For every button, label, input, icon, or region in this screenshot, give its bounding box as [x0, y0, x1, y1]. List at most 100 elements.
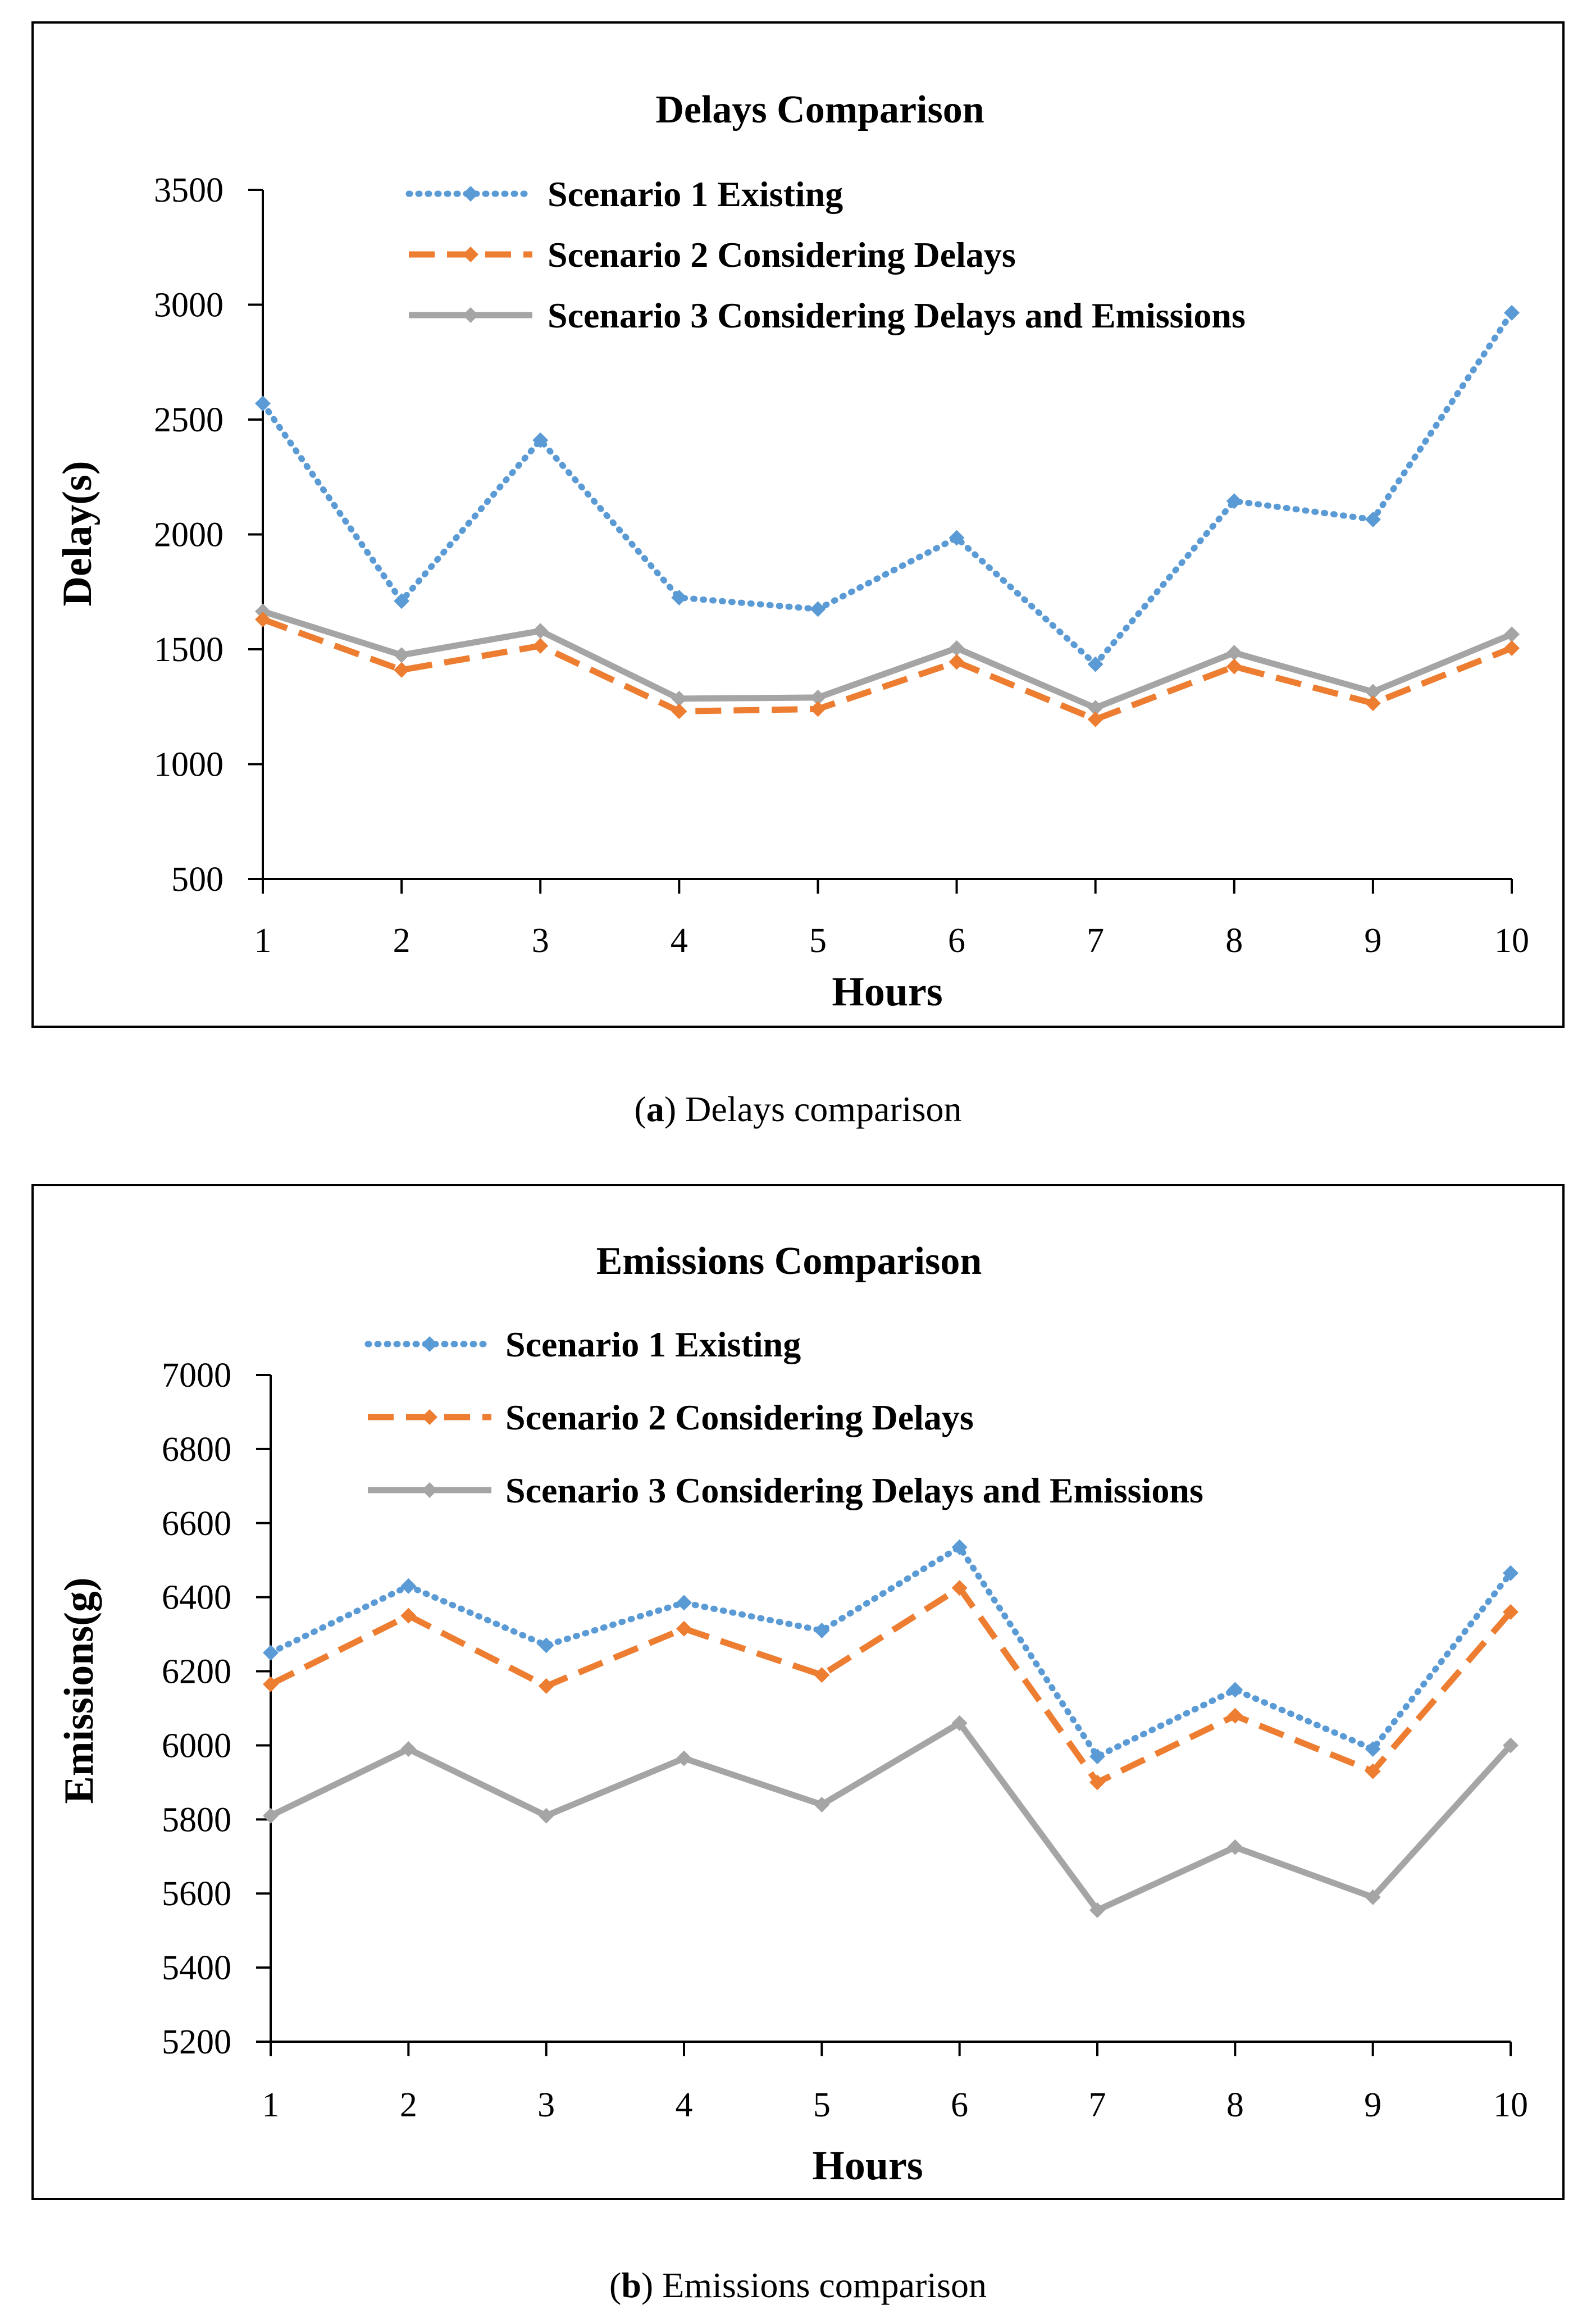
chart-b-series-2-point	[951, 1580, 968, 1596]
chart-a-series-1-point	[394, 593, 410, 609]
chart-a-y-tick-label: 2000	[154, 516, 224, 554]
chart-a-x-tick-label: 4	[671, 922, 688, 960]
chart-a-series-1-point	[810, 601, 826, 617]
chart-a-legend-label-2: Scenario 2 Considering Delays	[548, 235, 1016, 275]
chart-b-xlabel: Hours	[812, 2143, 923, 2189]
chart-b-series-3-point	[814, 1796, 830, 1812]
chart-b-y-tick-label: 6000	[162, 1727, 231, 1765]
chart-a-x-tick-label: 3	[532, 922, 549, 960]
chart-b-y-tick-label: 5600	[162, 1875, 231, 1913]
chart-b-plot: 5200 5400 5600 5800 6000 6200 6400 6600 6800 7000…	[162, 1356, 1528, 2124]
chart-a-y-tick-label: 1500	[154, 631, 224, 669]
chart-a-series-2-point	[810, 701, 826, 717]
chart-b-y-tick-label: 5800	[162, 1801, 231, 1839]
chart-a-title: Delays Comparison	[655, 88, 984, 131]
chart-b-x-tick-label: 1	[262, 2086, 280, 2124]
chart-a-legend-label-3: Scenario 3 Considering Delays and Emissi…	[548, 295, 1246, 335]
chart-b-series-2-line	[269, 1584, 1513, 1786]
chart-a-y-tick-label: 3000	[154, 286, 224, 325]
chart-a-series-3-point	[1087, 700, 1103, 716]
chart-a-ylabel: Delay(s)	[54, 461, 101, 607]
chart-a-series-1-point	[532, 432, 549, 448]
chart-a-series-3-point	[949, 640, 965, 656]
chart-a-legend-label-1: Scenario 1 Existing	[548, 174, 843, 214]
chart-b-series-2-point	[538, 1678, 554, 1694]
chart-b-series-2-point	[676, 1620, 692, 1637]
chart-b-y-tick-label: 6800	[162, 1431, 231, 1469]
chart-b-series-2-point	[1227, 1707, 1243, 1724]
panel-a: Delays Comparison Hours Delay(s) 500 1000…	[31, 21, 1565, 1028]
chart-a-legend: Scenario 1 Existing Scenario 2 Considerin…	[405, 174, 1246, 335]
panel-b: Emissions Comparison Hours Emissions(g) …	[31, 1184, 1565, 2200]
chart-b-y-tick-label: 6400	[162, 1579, 231, 1617]
caption-b: (b) Emissions comparison	[609, 2265, 987, 2305]
chart-b-x-tick-label: 2	[400, 2086, 417, 2124]
chart-a-series-3-point	[532, 623, 549, 639]
chart-b-series-3-point	[676, 1750, 692, 1766]
panel-a-frame	[31, 21, 1565, 1028]
chart-b-series-2-point	[1503, 1604, 1519, 1620]
caption-a-text: Delays comparison	[685, 1089, 961, 1129]
chart-a-x-tick-label: 5	[809, 922, 827, 960]
chart-a-xlabel: Hours	[832, 969, 942, 1015]
chart-a-plot: 500 1000 1500 2000 2500 3000 3500 1 2 3 4 5 6 7 8 9 10	[154, 171, 1529, 960]
chart-a-series-1-point	[949, 530, 965, 546]
chart-a-series-1-point	[255, 395, 271, 412]
chart-a-series-1-line	[259, 309, 1515, 668]
chart-b-legend-marker-3	[422, 1482, 437, 1498]
chart-a-series-2-point	[1365, 695, 1381, 712]
chart-b-x-tick-label: 6	[951, 2086, 968, 2124]
chart-b-legend-label-2: Scenario 2 Considering Delays	[505, 1397, 974, 1437]
chart-b-series-1-point	[1227, 1682, 1243, 1698]
chart-b-series-3-point	[1089, 1902, 1105, 1918]
chart-b-x-tick-label: 5	[813, 2086, 831, 2124]
chart-b-y-tick-label: 5400	[162, 1949, 231, 1987]
chart-a-x-tick-label: 8	[1225, 922, 1243, 960]
chart-b-series-2-point	[814, 1667, 830, 1683]
chart-a-series-2-point	[532, 637, 549, 654]
chart-a-x-tick-label: 6	[948, 922, 965, 960]
chart-a-x-tick-label: 10	[1494, 922, 1529, 960]
chart-a-series-3-point	[255, 603, 271, 620]
chart-b-series-1-line	[267, 1544, 1514, 1760]
chart-a-x-tick-label: 1	[254, 922, 272, 960]
chart-a-series-3-point	[1504, 626, 1520, 643]
chart-b-y-tick-label: 7000	[162, 1356, 231, 1395]
caption-b-text: Emissions comparison	[662, 2265, 987, 2305]
chart-b-series-2-point	[400, 1607, 417, 1624]
chart-a-series-1-point	[1504, 304, 1520, 321]
chart-a-series-1-point	[671, 589, 687, 605]
chart-b-series-1-point	[1089, 1748, 1105, 1765]
chart-a-series-2-point	[255, 611, 271, 627]
chart-a-y-tick-label: 1000	[154, 746, 224, 784]
caption-b-letter: b	[621, 2265, 641, 2305]
chart-a-series-3-point	[1365, 684, 1381, 700]
chart-b-x-tick-label: 3	[537, 2086, 555, 2124]
chart-b-y-tick-label: 6600	[162, 1505, 231, 1543]
chart-a-series-2-point	[671, 703, 687, 719]
chart-b-series-1-point	[1365, 1741, 1381, 1757]
chart-a-series-3-point	[671, 690, 687, 707]
chart-a-legend-marker-2	[463, 247, 478, 262]
chart-b-series-1-point	[263, 1645, 279, 1661]
chart-a-x-tick-label: 7	[1087, 922, 1104, 960]
chart-b-series-1-point	[814, 1623, 830, 1639]
chart-a-y-tick-label: 3500	[154, 171, 224, 210]
chart-b-legend: Scenario 1 Existing Scenario 2 Considerin…	[364, 1324, 1203, 1510]
chart-b-series-2-point	[1089, 1774, 1105, 1791]
chart-b-x-tick-label: 7	[1089, 2086, 1106, 2124]
chart-b-series-3-point	[263, 1807, 279, 1824]
chart-a-series-1-point	[1226, 493, 1242, 509]
chart-a-series-1-point	[1087, 656, 1103, 672]
panel-b-frame	[31, 1184, 1565, 2200]
chart-b-x-tick-label: 10	[1493, 2086, 1528, 2124]
chart-b-series-2-point	[1365, 1763, 1381, 1779]
chart-b-y-tick-label: 5200	[162, 2023, 231, 2061]
chart-a-series-3-point	[1226, 645, 1242, 661]
chart-b-series-1-point	[538, 1637, 554, 1654]
chart-a-series-2-point	[394, 662, 410, 678]
chart-b-y-tick-label: 6200	[162, 1653, 231, 1691]
chart-b-x-tick-label: 9	[1364, 2086, 1381, 2124]
chart-a-series-1-point	[1365, 511, 1381, 527]
